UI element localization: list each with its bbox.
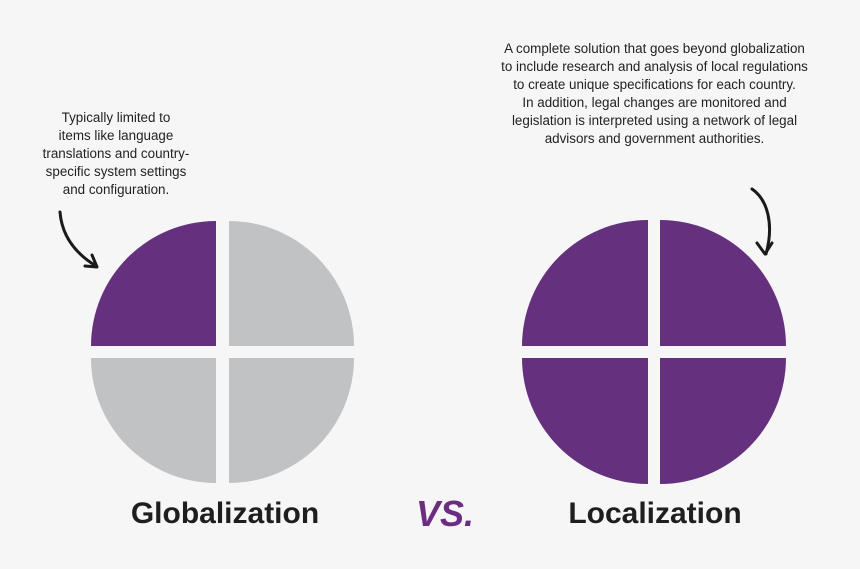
globalization-label: Globalization: [130, 497, 320, 530]
globalization-description: Typically limited to items like language…: [0, 109, 232, 199]
globalization-description-line: translations and country-: [42, 146, 190, 161]
globalization-quadrant-top-right: [229, 221, 354, 346]
globalization-quadrant-bottom-right: [229, 358, 354, 483]
localization-description-line: advisors and government authorities.: [544, 131, 765, 146]
globalization-quadrant-bottom-left: [91, 358, 216, 483]
globalization-circle: [91, 221, 354, 483]
globalization-description-line: specific system settings: [45, 164, 187, 179]
localization-circle: [522, 220, 786, 484]
globalization-arrow-icon: [58, 210, 99, 269]
localization-quadrant-bottom-left: [522, 358, 648, 484]
versus-label: VS.: [415, 493, 475, 534]
localization-description-line: In addition, legal changes are monitored…: [522, 95, 787, 110]
localization-description-line: to include research and analysis of loca…: [501, 59, 808, 74]
localization-description-line: to create unique specifications for each…: [513, 77, 796, 92]
localization-description: A complete solution that goes beyond glo…: [462, 40, 847, 148]
localization-description-line: A complete solution that goes beyond glo…: [504, 41, 805, 56]
localization-description-line: legislation is interpreted using a netwo…: [511, 113, 798, 128]
localization-quadrant-top-right: [660, 220, 786, 346]
globalization-quadrant-top-left: [91, 221, 216, 346]
localization-quadrant-top-left: [522, 220, 648, 346]
globalization-description-line: Typically limited to: [61, 110, 171, 125]
localization-arrow-icon: [750, 187, 774, 256]
localization-label: Localization: [568, 497, 742, 530]
localization-quadrant-bottom-right: [660, 358, 786, 484]
globalization-description-line: and configuration.: [62, 182, 170, 197]
globalization-description-line: items like language: [58, 128, 174, 143]
